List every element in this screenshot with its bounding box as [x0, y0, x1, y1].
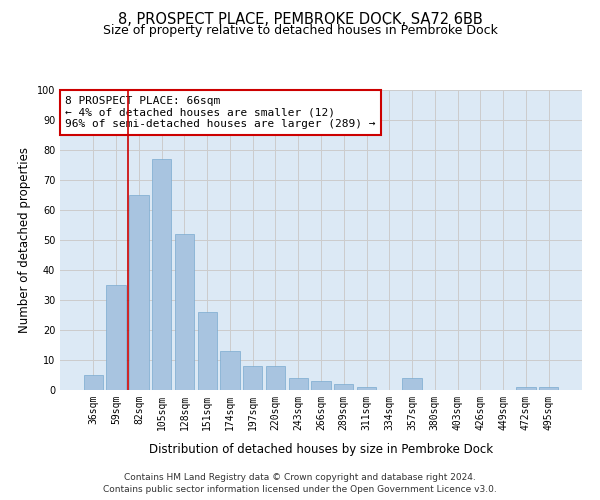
Text: 8 PROSPECT PLACE: 66sqm
← 4% of detached houses are smaller (12)
96% of semi-det: 8 PROSPECT PLACE: 66sqm ← 4% of detached…: [65, 96, 376, 129]
Bar: [403, 378, 422, 390]
Text: 8, PROSPECT PLACE, PEMBROKE DOCK, SA72 6BB: 8, PROSPECT PLACE, PEMBROKE DOCK, SA72 6…: [118, 12, 482, 28]
Bar: [197, 312, 217, 390]
Bar: [175, 234, 194, 390]
Bar: [152, 159, 172, 390]
Bar: [220, 351, 239, 390]
Bar: [357, 387, 376, 390]
Bar: [289, 378, 308, 390]
Text: Contains public sector information licensed under the Open Government Licence v3: Contains public sector information licen…: [103, 485, 497, 494]
Text: Contains HM Land Registry data © Crown copyright and database right 2024.: Contains HM Land Registry data © Crown c…: [124, 472, 476, 482]
Bar: [516, 387, 536, 390]
Bar: [334, 384, 353, 390]
Y-axis label: Number of detached properties: Number of detached properties: [18, 147, 31, 333]
Bar: [84, 375, 103, 390]
Bar: [243, 366, 262, 390]
Bar: [266, 366, 285, 390]
Text: Distribution of detached houses by size in Pembroke Dock: Distribution of detached houses by size …: [149, 442, 493, 456]
Bar: [129, 195, 149, 390]
Bar: [539, 387, 558, 390]
Text: Size of property relative to detached houses in Pembroke Dock: Size of property relative to detached ho…: [103, 24, 497, 37]
Bar: [311, 381, 331, 390]
Bar: [106, 285, 126, 390]
